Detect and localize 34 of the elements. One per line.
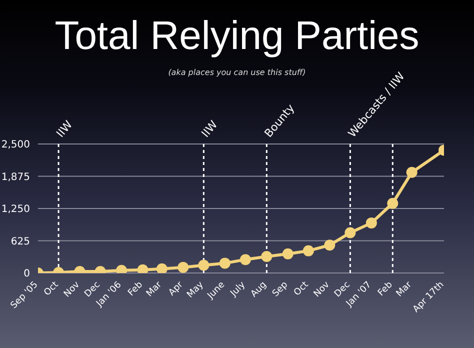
point <box>324 240 336 251</box>
y-tick-label: 625 <box>10 236 30 248</box>
point <box>282 248 294 260</box>
x-tick-label: Oct <box>292 280 311 298</box>
point <box>387 198 398 209</box>
point <box>219 258 230 269</box>
point <box>344 227 356 238</box>
x-tick-label: Sep '05 <box>9 280 40 311</box>
point <box>261 250 272 262</box>
x-tick-label: Nov <box>62 280 82 300</box>
y-tick-label: 2,500 <box>1 140 30 151</box>
x-tick-label: Oct <box>42 280 61 298</box>
x-tick-label: Mar <box>144 280 164 300</box>
point <box>406 166 418 178</box>
x-tick-label: Mar <box>394 280 414 300</box>
x-tick-label: Dec <box>332 280 352 300</box>
x-tick-label: Apr <box>167 280 186 298</box>
ref-line-label: IIW <box>199 118 220 140</box>
y-tick-label: 0 <box>24 268 30 280</box>
point <box>366 217 377 228</box>
y-tick-label: 1,875 <box>1 172 30 183</box>
x-tick-label: Dec <box>83 280 102 300</box>
point <box>198 260 210 271</box>
y-tick-label: 1,250 <box>1 204 30 216</box>
x-tick-label: Feb <box>126 280 146 298</box>
point <box>156 263 168 273</box>
chart-subtitle: (aka places you can use this stuff) <box>168 68 306 77</box>
x-tick-label: Feb <box>376 280 395 298</box>
chart-title: Total Relying Parties <box>54 14 420 59</box>
point <box>302 245 314 256</box>
point <box>240 254 251 266</box>
point <box>178 262 189 273</box>
x-tick-label: Sep <box>270 280 290 300</box>
ref-line-label: IIW <box>54 118 76 140</box>
